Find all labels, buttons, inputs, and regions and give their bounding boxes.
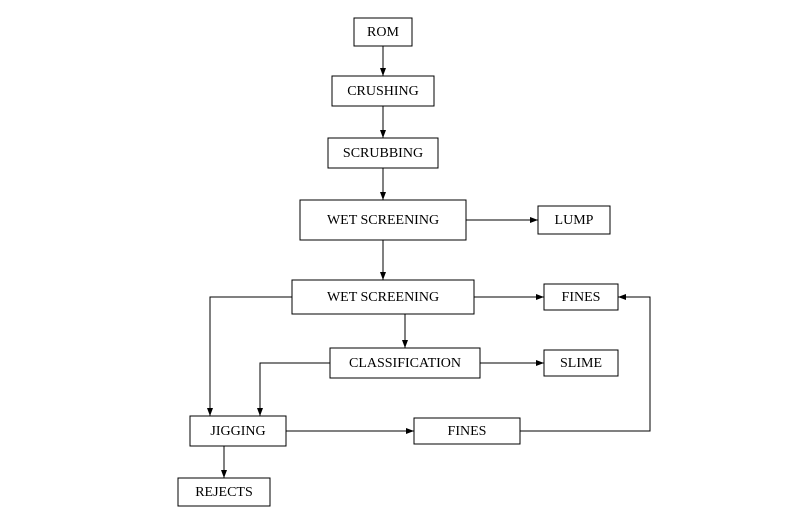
node-scrubbing: SCRUBBING	[328, 138, 438, 168]
node-classification-label: CLASSIFICATION	[349, 356, 461, 371]
node-rejects-label: REJECTS	[195, 485, 253, 500]
node-rom-label: ROM	[367, 25, 399, 40]
node-fines1-label: FINES	[562, 290, 601, 305]
nodes-layer: ROM CRUSHING SCRUBBING WET SCREENING LUMP WET…	[178, 18, 618, 506]
flowchart-canvas: ROM CRUSHING SCRUBBING WET SCREENING LUMP WET…	[0, 0, 788, 525]
node-jigging-label: JIGGING	[210, 424, 265, 439]
node-slime: SLIME	[544, 350, 618, 376]
node-fines2-label: FINES	[448, 424, 487, 439]
edge-wetscreen2-jigging-left	[210, 297, 292, 416]
node-wetscreen1: WET SCREENING	[300, 200, 466, 240]
edge-classification-jigging-right	[260, 363, 330, 416]
node-wetscreen2: WET SCREENING	[292, 280, 474, 314]
node-rejects: REJECTS	[178, 478, 270, 506]
node-jigging: JIGGING	[190, 416, 286, 446]
node-scrubbing-label: SCRUBBING	[343, 146, 423, 161]
node-crushing-label: CRUSHING	[347, 84, 419, 99]
node-classification: CLASSIFICATION	[330, 348, 480, 378]
node-lump: LUMP	[538, 206, 610, 234]
node-crushing: CRUSHING	[332, 76, 434, 106]
node-wetscreen1-label: WET SCREENING	[327, 213, 439, 228]
node-rom: ROM	[354, 18, 412, 46]
node-slime-label: SLIME	[560, 356, 602, 371]
edges-layer	[210, 46, 650, 478]
node-lump-label: LUMP	[555, 213, 594, 228]
node-fines1: FINES	[544, 284, 618, 310]
node-wetscreen2-label: WET SCREENING	[327, 290, 439, 305]
node-fines2: FINES	[414, 418, 520, 444]
